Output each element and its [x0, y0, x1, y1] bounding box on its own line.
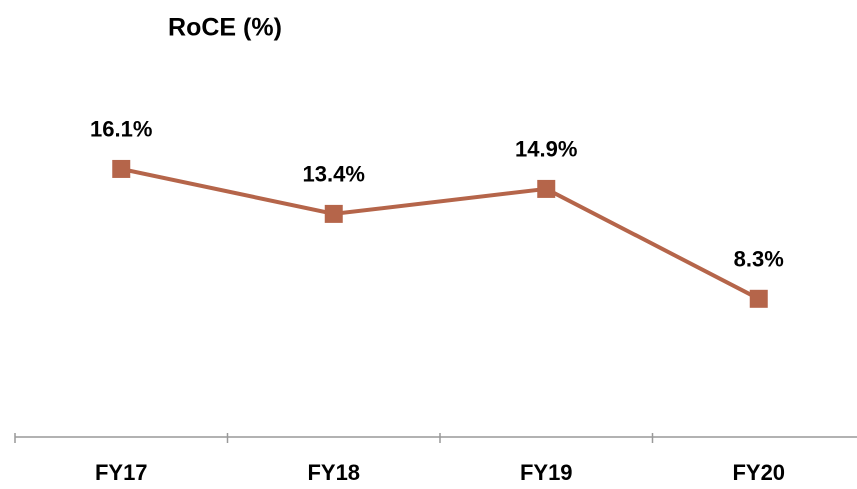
chart: RoCE (%) FY17 FY18 FY19 FY20 16.1% 13.4% 14.9%…: [0, 0, 857, 489]
x-tick-label: FY19: [520, 460, 573, 485]
marker: [750, 290, 768, 308]
data-label: 13.4%: [303, 162, 365, 187]
data-label: 16.1%: [90, 117, 152, 142]
marker: [325, 205, 343, 223]
marker: [537, 180, 555, 198]
data-line: [121, 169, 759, 299]
x-tick-label: FY20: [732, 460, 785, 485]
x-tick-label: FY17: [95, 460, 148, 485]
data-label: 8.3%: [734, 247, 784, 272]
marker: [112, 160, 130, 178]
x-tick-label: FY18: [307, 460, 360, 485]
data-label: 14.9%: [515, 137, 577, 162]
page: RoCE (%) FY17 FY18 FY19 FY20 16.1% 13.4% 14.9%…: [0, 0, 857, 489]
chart-title: RoCE (%): [168, 14, 282, 42]
